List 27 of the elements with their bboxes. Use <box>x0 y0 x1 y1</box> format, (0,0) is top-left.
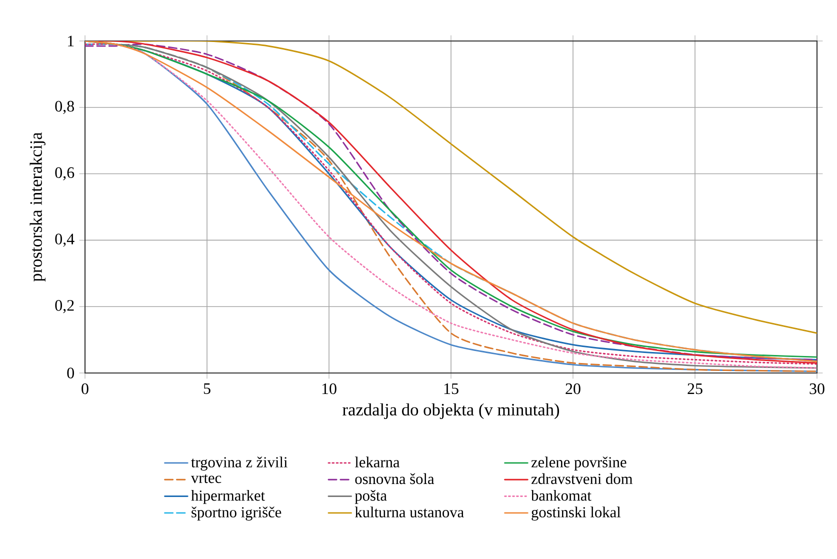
x-tick-label: 0 <box>82 383 88 394</box>
legend-label: pošta <box>354 490 387 504</box>
legend-label: osnovna šola <box>355 473 434 484</box>
legend-label: zdravstveni dom <box>531 473 633 484</box>
legend-label: hipermarket <box>191 490 265 504</box>
legend-label: bankomat <box>531 490 592 501</box>
legend-label: vrtec <box>190 474 222 484</box>
x-tick-label: 30 <box>810 383 824 394</box>
x-tick-label: 15 <box>444 383 458 394</box>
legend-label: zelene površine <box>531 456 626 471</box>
x-tick-label: 20 <box>566 383 580 394</box>
y-axis-title: prostorska interakcija <box>30 132 46 282</box>
y-tick-label: 0,6 <box>55 167 74 180</box>
y-tick-label: 1 <box>68 36 74 46</box>
x-tick-label: 25 <box>688 383 702 394</box>
x-tick-label: 5 <box>204 383 210 394</box>
legend-label: trgovina z živili <box>191 456 288 471</box>
x-tick-label: 10 <box>322 383 336 394</box>
legend-label: kulturna ustanova <box>354 506 464 518</box>
x-axis-title: razdalja do objekta (v minutah) <box>342 403 560 420</box>
legend-label: gostinski lokal <box>532 506 621 521</box>
y-tick-label: 0,4 <box>55 234 74 247</box>
y-tick-label: 0 <box>67 368 74 378</box>
y-tick-label: 0,8 <box>55 100 74 114</box>
legend-label: lekarna <box>354 456 400 468</box>
legend-label: športno igrišče <box>192 506 282 521</box>
y-tick-label: 0,2 <box>55 300 74 314</box>
